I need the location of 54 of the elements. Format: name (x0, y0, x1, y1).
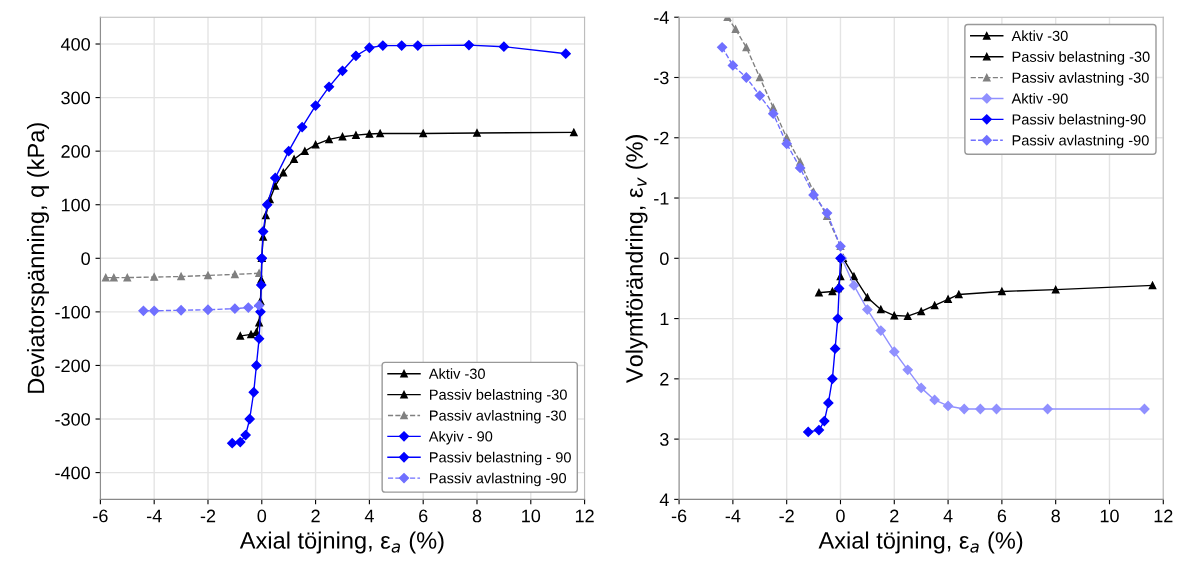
x-tick-label: -2 (779, 509, 794, 523)
legend-label: Aktiv -30 (428, 368, 485, 379)
y-axis-title: Volymförändring, ε$_{v}$ (%) (625, 135, 648, 383)
x-tick-label: 2 (890, 509, 899, 523)
y-tick-label: -4 (654, 11, 669, 24)
x-tick-label: -6 (93, 509, 108, 523)
legend-label: Passiv avlastning -90 (1012, 134, 1149, 149)
y-tick-label: 3 (660, 433, 669, 446)
legend-label: Passiv belastning -30 (430, 389, 567, 403)
legend-label: Passiv avlastning -30 (1012, 72, 1149, 86)
y-tick-label: -2 (654, 131, 669, 145)
x-tick-label: -6 (671, 509, 687, 523)
x-axis-title: Axial töjning, ε$_{a}$ (%) (818, 531, 1023, 554)
y-tick-label: 200 (61, 145, 90, 158)
y-tick-label: 4 (659, 493, 669, 506)
y-tick-label: -3 (654, 71, 669, 85)
x-tick-label: 4 (364, 509, 374, 523)
x-tick-label: 10 (1100, 509, 1119, 523)
x-tick-label: 12 (575, 509, 594, 523)
y-tick-label: 300 (61, 91, 90, 105)
legend-label: Aktiv -30 (1011, 30, 1068, 42)
x-tick-label: 8 (1051, 509, 1060, 523)
y-tick-label: 2 (660, 372, 669, 386)
legend-label: Passiv belastning -30 (1012, 51, 1150, 65)
x-tick-label: 2 (311, 509, 320, 523)
x-tick-label: 8 (472, 509, 482, 523)
x-axis-title: Axial töjning, ε$_{a}$ (%) (239, 531, 444, 554)
x-tick-label: 6 (419, 509, 428, 523)
y-tick-label: 0 (81, 252, 90, 266)
y-tick-label: -400 (55, 466, 90, 480)
y-tick-label: 400 (60, 37, 90, 51)
legend-label: Passiv belastning - 90 (430, 451, 571, 466)
y-tick-label: -300 (55, 412, 90, 426)
legend-label: Passiv avlastning -30 (430, 410, 567, 424)
x-tick-label: 0 (257, 509, 267, 523)
x-tick-label: 0 (836, 509, 845, 523)
x-tick-label: 4 (943, 509, 953, 523)
x-tick-label: 6 (997, 509, 1007, 523)
y-tick-label: 100 (61, 198, 90, 212)
y-tick-label: 0 (660, 252, 669, 266)
y-tick-label: 1 (660, 312, 669, 326)
y-axis-title: Deviatorspänning, q (kPa) (26, 123, 49, 393)
y-tick-label: -1 (654, 192, 669, 205)
x-tick-label: -4 (725, 509, 741, 523)
x-tick-label: 10 (522, 509, 541, 523)
legend-label: Aktiv -90 (1011, 93, 1068, 104)
legend-label: Passiv avlastning -90 (430, 472, 567, 487)
x-tick-label: -2 (200, 509, 216, 523)
y-tick-label: -100 (55, 305, 90, 319)
legend-label: Passiv belastning-90 (1012, 113, 1146, 128)
legend-label: Akyiv - 90 (428, 430, 493, 445)
x-tick-label: 12 (1154, 509, 1173, 523)
y-tick-label: -200 (55, 359, 90, 373)
x-tick-label: -4 (146, 509, 162, 523)
